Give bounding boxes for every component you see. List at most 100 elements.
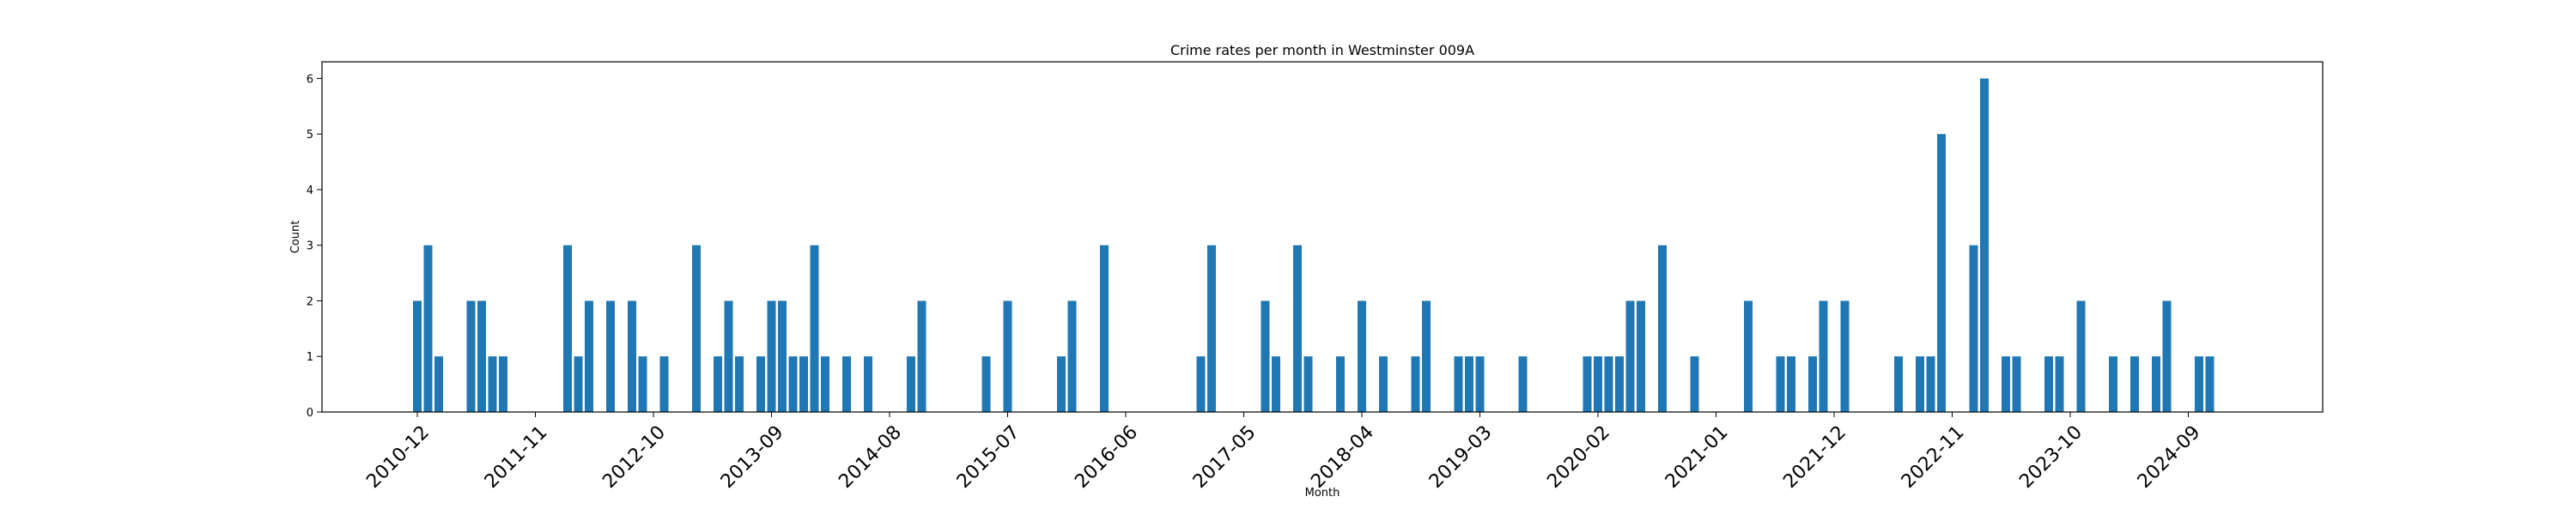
bar-2019-01: [1454, 356, 1463, 412]
bar-2011-08: [499, 356, 507, 412]
y-tick-label: 1: [307, 351, 313, 364]
y-axis: 0 1 2 3 4 5 6: [307, 73, 322, 420]
bar-2018-06: [1379, 356, 1388, 412]
bar-2024-10: [2195, 356, 2203, 412]
bar-2021-10: [1808, 356, 1817, 412]
bar-2020-03: [1604, 356, 1613, 412]
bar-2023-01: [1969, 245, 1978, 412]
x-tick-label: 2024-09: [2134, 421, 2205, 493]
bar-2015-05: [981, 356, 991, 412]
bar-2017-02: [1207, 245, 1216, 412]
x-tick-label: 2017-05: [1189, 421, 1261, 493]
bar-2013-10: [778, 300, 787, 412]
bar-2012-08: [628, 300, 636, 412]
bar-2020-02: [1594, 356, 1602, 412]
x-tick-label: 2022-11: [1898, 421, 1969, 493]
bar-2011-05: [466, 300, 476, 412]
bar-2013-02: [692, 245, 701, 412]
bar-2015-07: [1003, 300, 1012, 412]
bar-2024-07: [2162, 300, 2172, 412]
bar-2017-01: [1196, 356, 1206, 412]
bar-2013-04: [714, 356, 722, 412]
y-tick-label: 2: [307, 295, 313, 308]
bar-2023-04: [2002, 356, 2010, 412]
bar-2016-04: [1100, 245, 1109, 412]
x-tick-label: 2011-11: [481, 421, 552, 493]
y-tick-label: 5: [307, 129, 313, 142]
bar-2021-07: [1776, 356, 1785, 412]
x-tick-label: 2012-10: [598, 421, 670, 493]
bar-2022-08: [1916, 356, 1924, 412]
y-tick-label: 6: [307, 73, 313, 86]
x-tick-label: 2019-03: [1425, 421, 1497, 493]
bar-2023-11: [2076, 300, 2086, 412]
bar-2021-08: [1787, 356, 1795, 412]
y-tick-label: 4: [307, 185, 313, 197]
bar-2023-02: [1980, 78, 1989, 413]
bar-2020-11: [1690, 356, 1699, 412]
bar-2012-03: [574, 356, 583, 412]
bar-2011-07: [488, 356, 497, 412]
bar-2021-04: [1744, 300, 1753, 412]
bar-2018-04: [1358, 300, 1366, 412]
bar-2019-03: [1475, 356, 1485, 412]
bar-2016-01: [1067, 300, 1077, 412]
x-tick-label: 2016-06: [1071, 421, 1142, 493]
bar-2011-01: [423, 245, 433, 412]
bar-2020-05: [1625, 300, 1635, 412]
bar-2013-12: [799, 356, 808, 412]
bar-2023-08: [2044, 356, 2053, 412]
bar-2011-06: [477, 300, 486, 412]
bar-2020-08: [1658, 245, 1667, 412]
bar-2022-09: [1926, 356, 1935, 412]
x-tick-label: 2010-12: [362, 421, 434, 493]
bar-2024-02: [2109, 356, 2117, 412]
bar-2013-06: [735, 356, 744, 412]
bar-2017-11: [1303, 356, 1313, 412]
y-tick-label: 0: [307, 407, 313, 420]
bar-2013-09: [767, 300, 776, 412]
bar-2013-05: [724, 300, 733, 412]
bar-2014-01: [810, 245, 819, 412]
bar-2013-11: [788, 356, 798, 412]
bar-2024-04: [2130, 356, 2139, 412]
y-axis-label: Count: [289, 221, 302, 254]
x-tick-label: 2015-07: [953, 421, 1024, 493]
bar-2012-06: [606, 300, 615, 412]
bar-2015-12: [1057, 356, 1066, 412]
bar-2019-07: [1518, 356, 1528, 412]
x-tick-label: 2018-04: [1307, 421, 1378, 493]
bar-2021-11: [1819, 300, 1828, 412]
bar-2014-11: [917, 300, 927, 412]
bar-2014-04: [842, 356, 851, 412]
chart-title: Crime rates per month in Westminster 009…: [1170, 42, 1474, 58]
bar-2012-04: [585, 300, 593, 412]
x-tick-label: 2023-10: [2015, 421, 2087, 493]
x-tick-label: 2020-02: [1543, 421, 1614, 493]
x-tick-label: 2021-12: [1779, 421, 1850, 493]
x-tick-label: 2013-09: [717, 421, 788, 493]
bar-2018-02: [1336, 356, 1345, 412]
bar-2017-07: [1261, 300, 1270, 412]
bar-2024-06: [2152, 356, 2160, 412]
x-axis: 2010-12 2011-11 2012-10 2013-09 2014-08 2015-…: [362, 412, 2204, 493]
x-tick-label: 2014-08: [835, 421, 906, 493]
bar-2018-10: [1422, 300, 1431, 412]
bar-2020-01: [1583, 356, 1592, 412]
bars-group: [413, 78, 2215, 413]
bar-2022-01: [1840, 300, 1850, 412]
bar-2012-02: [563, 245, 572, 412]
bar-2014-10: [907, 356, 915, 412]
bar-2022-10: [1937, 134, 1946, 412]
bar-2014-06: [864, 356, 872, 412]
bar-2020-06: [1637, 300, 1645, 412]
bar-2023-09: [2055, 356, 2064, 412]
bar-2014-02: [821, 356, 829, 412]
bar-2023-05: [2012, 356, 2021, 412]
plot-frame: [321, 61, 2324, 413]
x-axis-label: Month: [1305, 487, 1340, 500]
bar-2012-11: [659, 356, 669, 412]
bar-2012-09: [638, 356, 647, 412]
y-tick-label: 3: [307, 240, 313, 253]
bar-2010-12: [413, 300, 422, 412]
